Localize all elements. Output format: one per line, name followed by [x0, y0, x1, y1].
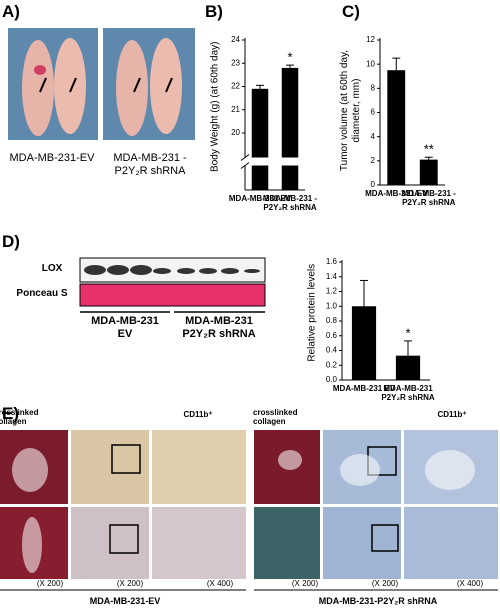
- y-tick-label: 1.6: [326, 257, 338, 266]
- bar: [351, 306, 377, 380]
- y-tick-label: 6: [371, 108, 376, 117]
- significance: *: [287, 50, 292, 65]
- panel-label: C): [342, 2, 360, 21]
- axis-break-mark: [240, 162, 250, 169]
- x-tick-label: MDA-MB-231 P2Y₂R shRNA: [381, 384, 435, 403]
- arrow: [69, 77, 77, 93]
- magnification: (X 200): [371, 579, 399, 588]
- arrow: [39, 77, 47, 93]
- bar: [281, 67, 299, 190]
- group-label: MDA-MB-231-EV: [89, 596, 161, 606]
- photo-caption: MDA-MB-231-EV: [9, 152, 95, 164]
- histology-image: [254, 507, 320, 579]
- tumor: [34, 65, 46, 75]
- bar: [251, 88, 269, 190]
- axis-break-mark: [240, 154, 250, 161]
- significance: *: [405, 325, 410, 340]
- stain-label: CD11b⁺: [183, 410, 213, 419]
- histology-image: [323, 507, 401, 579]
- mouse: [116, 40, 148, 136]
- y-tick-label: 1.2: [326, 287, 338, 296]
- significance: **: [424, 142, 434, 157]
- x-tick-label: MDA-MB-231 EV: [332, 384, 396, 393]
- y-tick-label: 21: [231, 105, 240, 114]
- axis-break: [240, 157, 305, 166]
- photo-caption: MDA-MB-231 -P2Y₂R shRNA: [113, 152, 187, 177]
- stain-label: crosslinked collagen: [253, 408, 298, 427]
- bar: [395, 355, 421, 380]
- tissue-lumen: [12, 448, 475, 573]
- blot-row-label: LOX: [41, 263, 63, 274]
- y-tick-label: 12: [366, 35, 375, 44]
- y-tick-label: 0.4: [326, 346, 338, 355]
- y-tick-label: 2: [371, 156, 376, 165]
- y-tick-label: 10: [366, 59, 375, 68]
- y-axis-label: Body Weight (g) (at 60th day): [209, 41, 221, 172]
- blot-ponceau: [79, 283, 266, 307]
- histology-image: [152, 430, 246, 504]
- panel-label: D): [2, 232, 20, 251]
- arrow: [133, 77, 141, 93]
- y-axis-label: Tumor volume (at 60th day, diameter, mm): [338, 49, 362, 171]
- blot-row-label: Ponceau S: [16, 288, 68, 299]
- y-tick-label: 0.6: [326, 331, 338, 340]
- panel-label: E): [2, 404, 19, 423]
- magnification: (X 200): [116, 579, 144, 588]
- stain-label: crosslinked collagen: [0, 408, 39, 427]
- x-tick-label: MDA-MB-231 EV: [365, 189, 428, 198]
- panel-label: A): [2, 2, 20, 21]
- mouse: [150, 38, 182, 134]
- y-axis-label: Relative protein levels: [306, 263, 318, 362]
- x-tick-label: MDA-MB-231 -P2Y₂R shRNA: [401, 189, 456, 208]
- histology-image: [71, 430, 149, 504]
- y-tick-label: 20: [231, 128, 240, 137]
- y-tick-label: 0: [371, 180, 376, 189]
- stain-label: CD11b⁺: [437, 410, 467, 419]
- y-tick-label: 22: [231, 82, 240, 91]
- blot-group: MDA-MB-231 P2Y₂R shRNA: [182, 315, 256, 340]
- bar: [387, 70, 406, 185]
- magnification: (X 200): [291, 579, 319, 588]
- blot-group: MDA-MB-231 EV: [91, 315, 159, 340]
- y-tick-label: 0.0: [326, 375, 338, 384]
- y-tick-label: 0.8: [326, 316, 338, 325]
- y-tick-label: 23: [231, 58, 240, 67]
- y-tick-label: 8: [371, 83, 376, 92]
- y-tick-label: 1.4: [326, 272, 338, 281]
- bar: [419, 159, 438, 185]
- magnification: (X 200): [36, 579, 64, 588]
- x-tick-label: MDA-MB-231 -P2Y₂R shRNA: [262, 194, 318, 213]
- x-tick-label: MDA-MB-231 EV: [228, 194, 292, 203]
- mouse: [22, 40, 54, 136]
- y-tick-label: 4: [371, 132, 376, 141]
- y-tick-label: 24: [231, 35, 240, 44]
- bands: [84, 265, 260, 275]
- y-tick-label: 0.2: [326, 360, 338, 369]
- arrow: [165, 77, 173, 93]
- mouse: [54, 38, 86, 134]
- histology-image: [404, 507, 498, 579]
- panel-label: B): [205, 2, 223, 21]
- y-tick-label: 1.0: [326, 301, 338, 310]
- histology-image: [152, 507, 246, 579]
- magnification: (X 400): [456, 579, 484, 588]
- group-label: MDA-MB-231-P2Y₂R shRNA: [318, 596, 438, 606]
- magnification: (X 400): [206, 579, 234, 588]
